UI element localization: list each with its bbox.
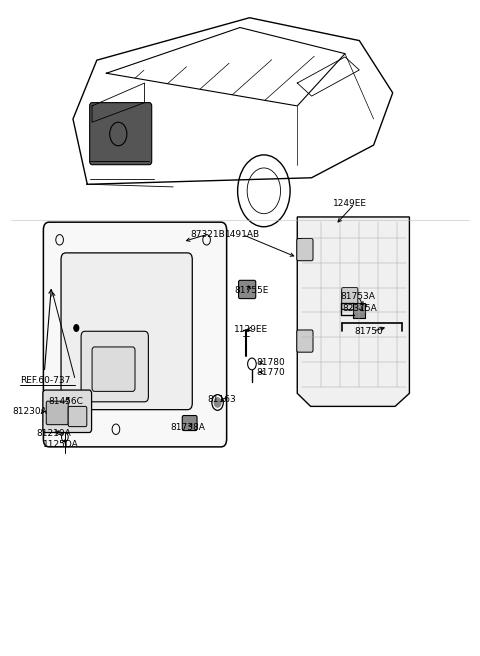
Text: 81753A: 81753A bbox=[340, 292, 375, 301]
FancyBboxPatch shape bbox=[182, 415, 197, 430]
Circle shape bbox=[214, 398, 221, 407]
Polygon shape bbox=[297, 217, 409, 406]
FancyBboxPatch shape bbox=[43, 222, 227, 447]
Text: 1125DA: 1125DA bbox=[43, 440, 79, 449]
FancyBboxPatch shape bbox=[297, 330, 313, 352]
Polygon shape bbox=[353, 303, 365, 318]
Text: 81780: 81780 bbox=[257, 358, 286, 367]
Text: 87321B: 87321B bbox=[190, 230, 225, 239]
Text: 81210A: 81210A bbox=[36, 429, 71, 438]
FancyBboxPatch shape bbox=[61, 253, 192, 409]
FancyBboxPatch shape bbox=[46, 401, 68, 424]
FancyBboxPatch shape bbox=[81, 331, 148, 402]
Text: 81770: 81770 bbox=[257, 368, 286, 377]
Circle shape bbox=[74, 325, 79, 331]
FancyBboxPatch shape bbox=[68, 406, 87, 426]
FancyBboxPatch shape bbox=[92, 347, 135, 392]
Text: 81163: 81163 bbox=[207, 396, 236, 404]
Text: 1249EE: 1249EE bbox=[333, 199, 367, 209]
FancyBboxPatch shape bbox=[297, 239, 313, 260]
Text: 81750: 81750 bbox=[355, 327, 384, 336]
FancyBboxPatch shape bbox=[342, 287, 358, 310]
Text: 81230A: 81230A bbox=[12, 407, 47, 416]
Text: 81456C: 81456C bbox=[48, 397, 83, 405]
FancyBboxPatch shape bbox=[43, 390, 92, 432]
Text: REF.60-737: REF.60-737 bbox=[21, 376, 71, 385]
FancyBboxPatch shape bbox=[239, 280, 256, 298]
Text: 1129EE: 1129EE bbox=[234, 325, 268, 334]
Text: 81755E: 81755E bbox=[234, 285, 269, 295]
Text: 82315A: 82315A bbox=[343, 304, 377, 313]
Text: 1491AB: 1491AB bbox=[225, 230, 260, 239]
Text: 81738A: 81738A bbox=[171, 422, 205, 432]
FancyBboxPatch shape bbox=[90, 102, 152, 165]
